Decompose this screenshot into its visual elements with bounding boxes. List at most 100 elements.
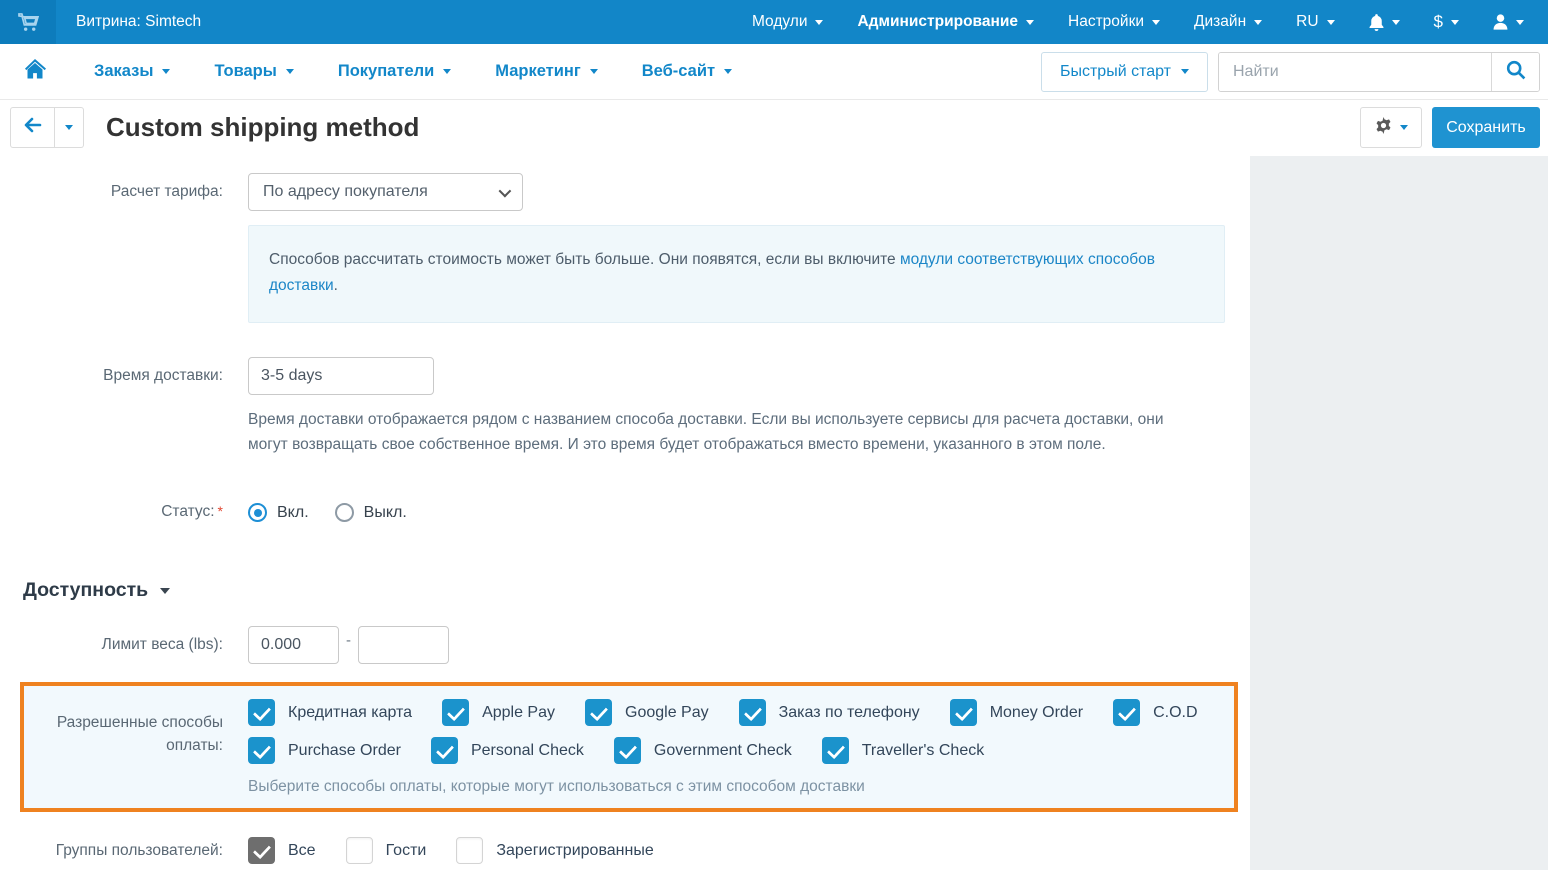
main-nav-bar: Заказы Товары Покупатели Маркетинг Веб-с… [0,44,1548,100]
back-dropdown-button[interactable] [55,107,84,148]
global-search [1218,51,1540,92]
payment-methods-hint: Выберите способы оплаты, которые могут и… [248,778,865,795]
topbar-menu-account[interactable] [1476,0,1548,44]
checkbox-unchecked-icon [456,837,484,864]
payment-checkbox-personal-check[interactable]: Personal Check [430,737,584,764]
radio-checked-icon [248,503,267,522]
back-button[interactable] [10,107,55,148]
status-label: Статус: * [161,503,223,520]
nav-item-marketing[interactable]: Маркетинг [495,62,598,81]
required-asterisk: * [217,503,223,519]
weight-limit-from-input[interactable] [248,626,339,664]
payment-checkbox-apple-pay[interactable]: Apple Pay [442,699,555,726]
user-group-checkbox-guests[interactable]: Гости [345,837,426,864]
back-arrow-icon [23,117,42,138]
chevron-down-icon [589,69,598,74]
payment-checkbox-money-order[interactable]: Money Order [949,699,1083,726]
nav-item-customers[interactable]: Покупатели [338,62,452,81]
payment-checkbox-phone-order[interactable]: Заказ по телефону [738,699,920,726]
payment-methods-highlight-block: Разрешенные способы оплаты: Кредитная ка… [20,682,1238,812]
quick-start-button[interactable]: Быстрый старт [1040,51,1208,92]
chevron-down-icon [498,184,512,197]
info-note-period: . [333,277,338,294]
user-groups-label: Группы пользователей: [55,842,223,859]
chevron-down-icon [1391,19,1400,25]
search-input[interactable] [1219,52,1491,91]
weight-limit-label: Лимит веса (lbs): [101,636,223,653]
nav-item-orders[interactable]: Заказы [94,62,171,81]
status-radio-group: Вкл. Выкл. [248,493,407,522]
save-button[interactable]: Сохранить [1432,107,1540,148]
checkbox-checked-icon [821,737,849,764]
gear-icon [1375,116,1392,139]
topbar-menu-notifications[interactable] [1352,0,1417,44]
home-button[interactable] [0,59,72,84]
storefront-cart-button[interactable] [0,0,56,44]
topbar-menu-settings[interactable]: Настройки [1051,0,1177,44]
storefront-label[interactable]: Витрина: Simtech [76,13,202,30]
user-icon [1493,14,1508,30]
checkbox-checked-icon [585,699,612,726]
chevron-down-icon [724,69,733,74]
checkbox-unchecked-icon [345,837,373,864]
page-header: Custom shipping method Сохранить [0,100,1548,155]
chevron-down-icon [1181,69,1189,74]
chevron-down-icon [1326,19,1335,25]
checkbox-checked-icon [738,699,766,726]
payment-checkbox-google-pay[interactable]: Google Pay [585,699,709,726]
status-option-on[interactable]: Вкл. [248,503,309,522]
payment-methods-label: Разрешенные способы оплаты: [56,714,223,754]
topbar-menu-design[interactable]: Дизайн [1177,0,1279,44]
chevron-down-icon [65,125,73,130]
top-admin-bar: Витрина: Simtech Модули Администрировани… [0,0,1548,44]
topbar-menu-administration[interactable]: Администрирование [840,0,1051,44]
delivery-time-label: Время доставки: [103,367,223,384]
topbar-menu-modules[interactable]: Модули [735,0,841,44]
shipping-method-form: Расчет тарифа: По адресу покупателя Спос… [0,156,1250,864]
user-groups-list: Все Гости Зарегистрированные [248,832,654,864]
tariff-select[interactable]: По адресу покупателя [248,173,523,211]
payment-checkbox-travellers-check[interactable]: Traveller's Check [821,737,984,764]
search-icon [1506,60,1526,83]
topbar-menu-currency[interactable]: $ [1417,0,1476,44]
checkbox-checked-icon [248,737,275,764]
availability-section-toggle[interactable]: Доступность [23,579,1250,602]
topbar-menu-language[interactable]: RU [1279,0,1351,44]
checkbox-checked-icon [248,699,275,726]
settings-gear-button[interactable] [1360,107,1422,148]
payment-methods-list: Кредитная карта Apple Pay Google Pay Зак… [248,699,1234,796]
home-icon [24,59,46,84]
nav-item-website[interactable]: Веб-сайт [642,62,733,81]
payment-checkbox-credit-card[interactable]: Кредитная карта [248,699,412,726]
payment-checkbox-purchase-order[interactable]: Purchase Order [248,737,401,764]
payment-checkbox-government-check[interactable]: Government Check [613,737,792,764]
availability-section-title: Доступность [23,579,149,601]
chevron-down-icon [1451,19,1459,25]
modules-link[interactable]: модули соответствующих способов доставки [269,251,1155,294]
user-group-checkbox-registered[interactable]: Зарегистрированные [456,837,654,864]
delivery-time-input[interactable] [248,357,434,395]
checkbox-checked-icon [442,699,470,726]
checkbox-checked-icon [430,737,458,764]
chevron-down-icon [1399,125,1408,130]
chevron-down-icon [285,69,294,74]
nav-item-products[interactable]: Товары [214,62,294,81]
delivery-time-hint: Время доставки отображается рядом с назв… [248,411,1164,453]
page-title: Custom shipping method [106,112,420,142]
payment-checkbox-cod[interactable]: C.O.D [1113,699,1198,726]
checkbox-checked-icon [949,699,977,726]
checkbox-checked-icon [1113,699,1141,726]
search-button[interactable] [1491,52,1539,91]
back-button-group [10,107,84,148]
tariff-info-note: Способов рассчитать стоимость может быть… [248,225,1225,323]
status-option-off[interactable]: Выкл. [334,503,407,522]
user-group-checkbox-all[interactable]: Все [248,837,316,864]
checkbox-checked-icon [613,737,641,764]
checkbox-checked-icon [248,837,275,864]
chevron-down-icon [1026,19,1035,25]
weight-limit-to-input[interactable] [358,626,449,664]
info-note-text: Способов рассчитать стоимость может быть… [269,251,900,268]
chevron-down-icon [160,587,171,594]
chevron-down-icon [443,69,452,74]
currency-icon: $ [1433,12,1443,31]
